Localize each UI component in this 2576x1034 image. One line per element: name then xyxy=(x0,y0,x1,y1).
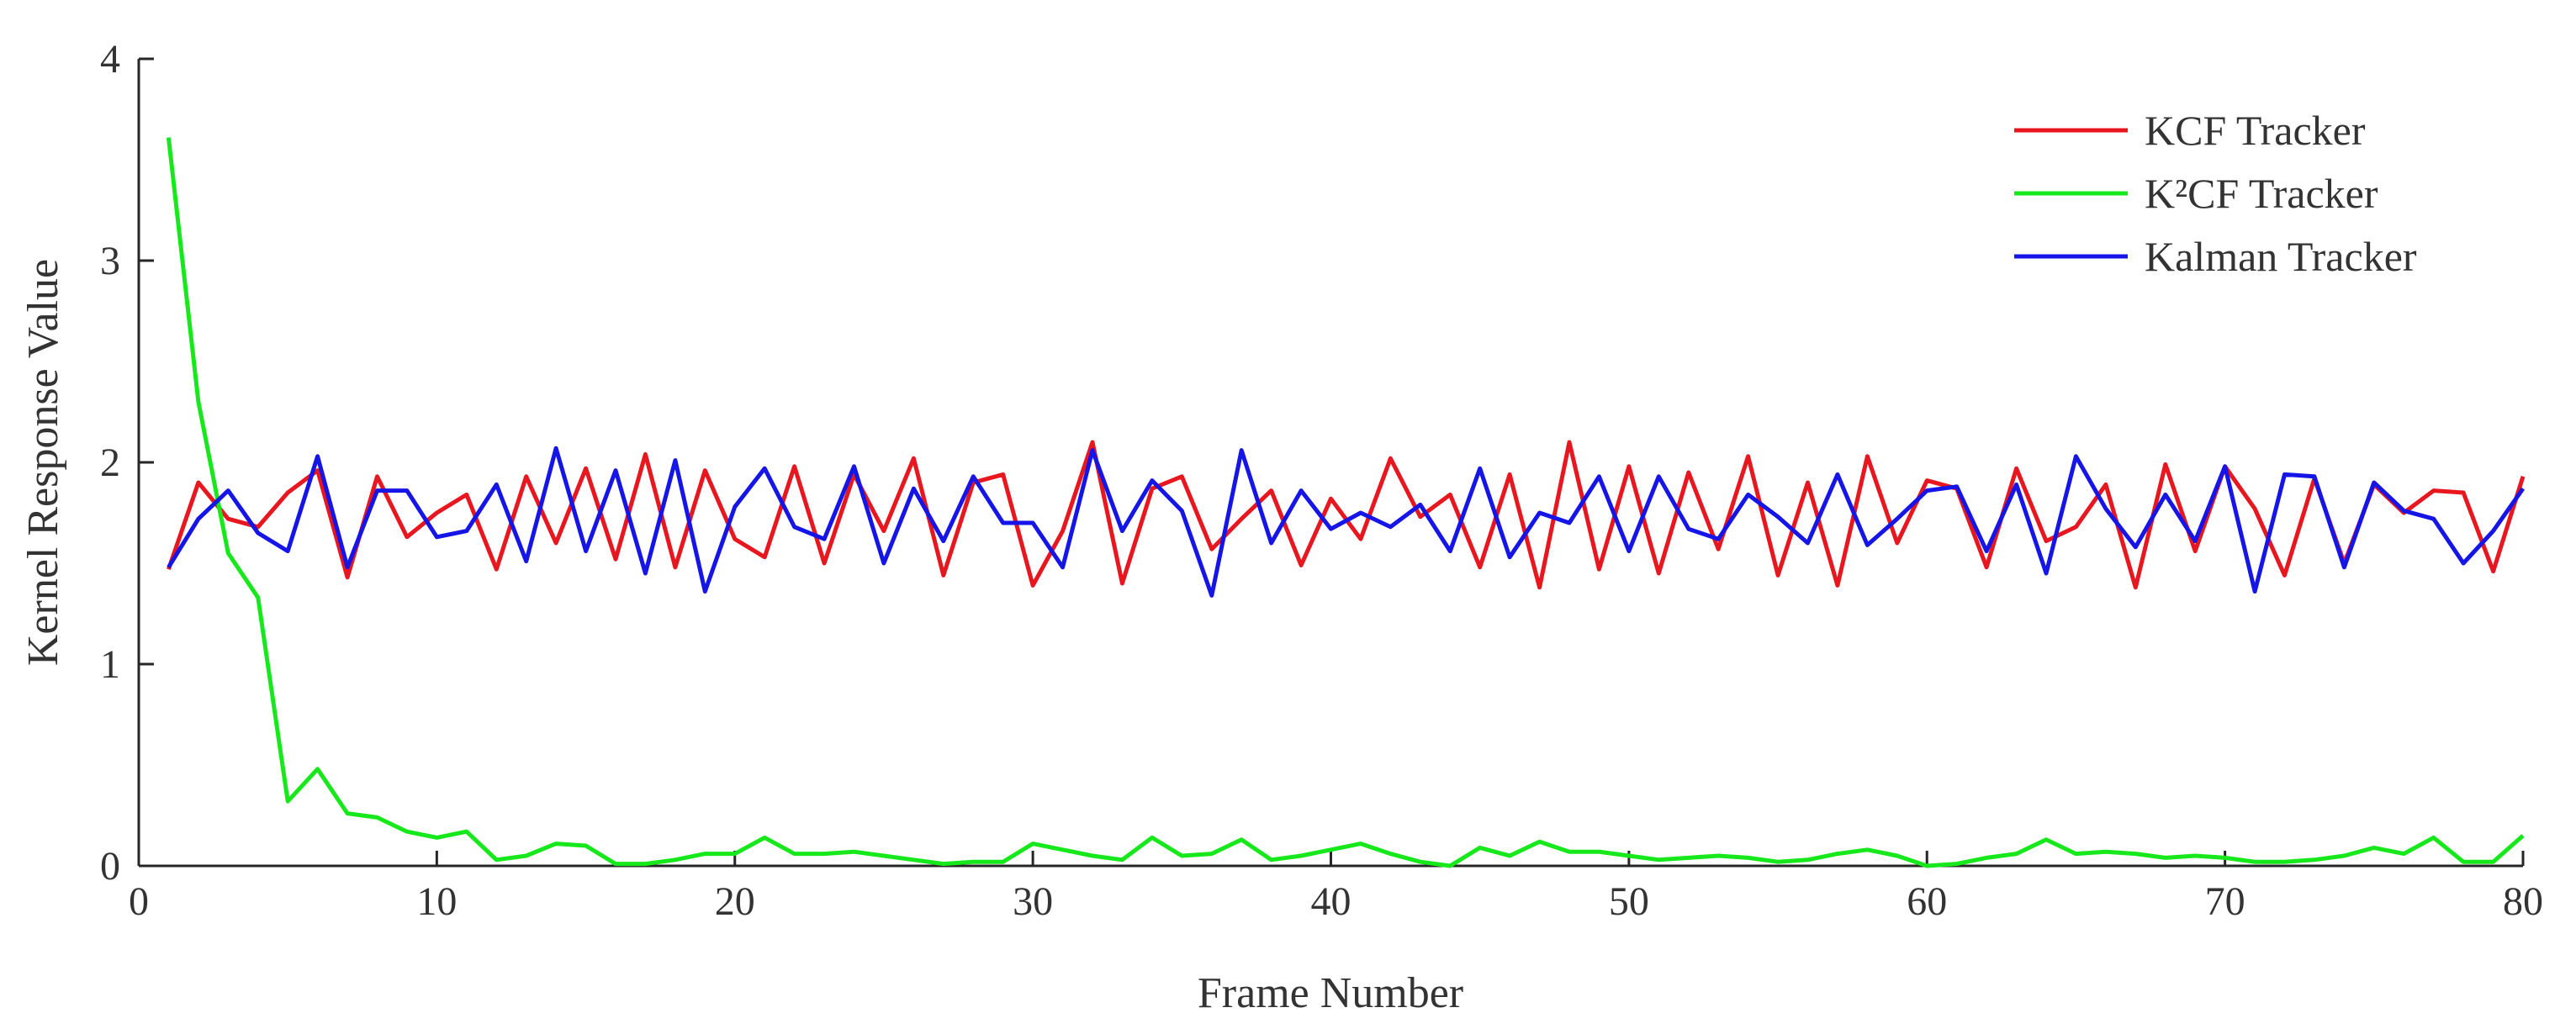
series-line-2 xyxy=(166,137,2525,868)
legend-label-1: KCF Tracker xyxy=(2145,107,2366,154)
legend-label-2: K²CF Tracker xyxy=(2145,170,2378,217)
series-group xyxy=(166,137,2526,868)
x-tick-label: 30 xyxy=(1013,879,1053,924)
x-tick-label: 20 xyxy=(715,879,755,924)
y-tick-label: 1 xyxy=(100,642,120,687)
y-tick-label: 4 xyxy=(100,37,120,82)
y-axis-label: Kernel Response Value xyxy=(19,259,67,666)
x-tick-label: 60 xyxy=(1907,879,1947,924)
tick-group: 0 10 20 30 40 50 60 70 80 0 1 2 3 4 xyxy=(100,37,2543,924)
y-tick-label: 3 xyxy=(100,239,120,283)
x-tick-label: 40 xyxy=(1311,879,1351,924)
y-tick-label: 0 xyxy=(100,844,120,889)
series-line-3 xyxy=(167,446,2526,598)
x-tick-label: 50 xyxy=(1609,879,1649,924)
x-tick-label: 10 xyxy=(416,879,457,924)
x-tick-label: 80 xyxy=(2503,879,2543,924)
legend-label-3: Kalman Tracker xyxy=(2145,233,2417,280)
y-tick-label: 2 xyxy=(100,441,120,485)
x-axis-label: Frame Number xyxy=(1198,969,1463,1017)
x-tick-label: 70 xyxy=(2205,879,2245,924)
legend: KCF Tracker K²CF Tracker Kalman Tracker xyxy=(2014,107,2417,280)
x-tick-label: 0 xyxy=(129,879,149,924)
series-line-1 xyxy=(167,440,2526,590)
